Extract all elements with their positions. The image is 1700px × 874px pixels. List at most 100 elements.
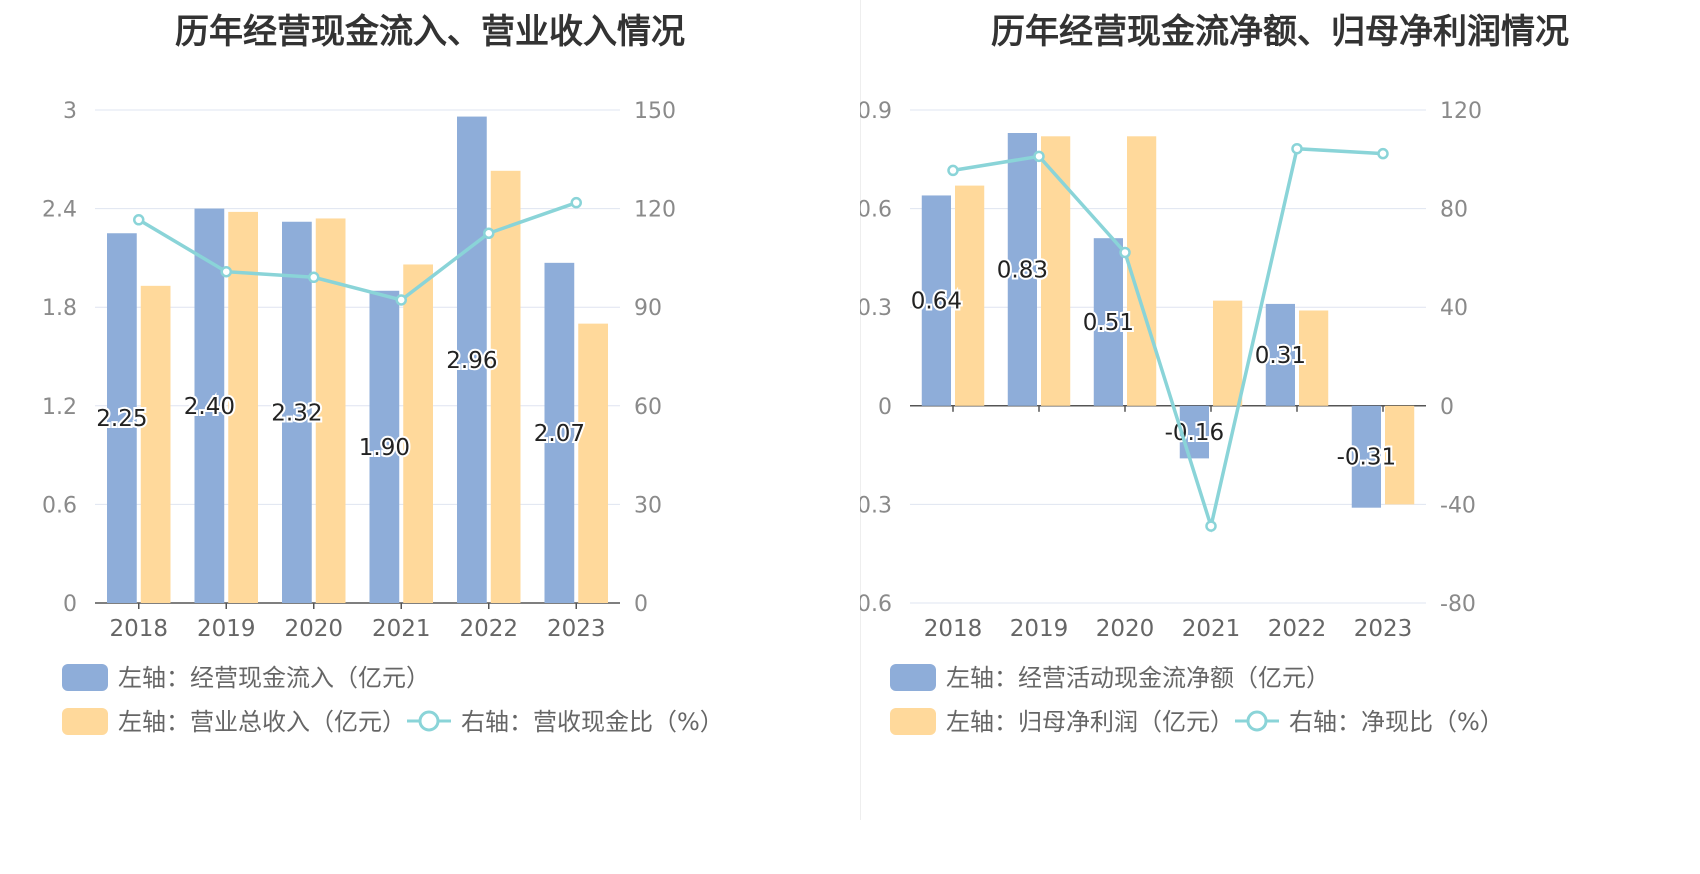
legend-label: 左轴：归母净利润（亿元）	[946, 708, 1234, 736]
legend-swatch-bar2	[62, 708, 108, 735]
bar-net-cash-flow	[1265, 303, 1295, 406]
legend-swatch-bar1	[62, 664, 108, 691]
right-axis-tick-label: 90	[634, 296, 662, 321]
bar-net-profit	[1213, 300, 1243, 406]
legend-label: 左轴：经营活动现金流净额（亿元）	[946, 664, 1330, 692]
bar-data-label: 0.83	[997, 257, 1048, 283]
bar-net-cash-flow	[1007, 133, 1037, 406]
chart-panel-net-cash: 历年经营现金流净额、归母净利润情况 -0.6 -80 -0.3 -40 0 0 0.3 40 0…	[860, 0, 1700, 874]
left-axis-tick-label: 0.3	[860, 296, 892, 321]
bar-data-label: 2.32	[271, 400, 322, 426]
ratio-line	[137, 201, 577, 302]
bar-revenue	[140, 285, 171, 603]
chart-svg-cash-inflow: 0 0 0.6 30 1.2 60 1.8 90 2.4 120 3 150 2018 2.25 2019 2…	[42, 99, 724, 736]
right-axis-tick-label: 120	[634, 198, 676, 223]
ratio-point	[1033, 150, 1045, 163]
x-axis-tick-label: 2022	[459, 616, 518, 642]
left-axis-tick-label: 0	[878, 395, 892, 420]
left-axis-tick-label: -0.3	[860, 493, 892, 518]
legend-label: 左轴：经营现金流入（亿元）	[118, 664, 430, 692]
chart-svg-net-cash: -0.6 -80 -0.3 -40 0 0 0.3 40 0.6 80 0.9 120 2018 0.64…	[860, 99, 1504, 736]
x-axis-tick-label: 2023	[1354, 616, 1413, 642]
bar-net-cash-flow	[921, 195, 951, 406]
legend-swatch-line-marker	[1246, 710, 1268, 732]
right-axis-tick-label: 30	[634, 493, 662, 518]
right-axis-tick-label: -80	[1440, 592, 1476, 617]
bar-net-cash-flow	[1179, 405, 1209, 459]
chart-title: 历年经营现金流净额、归母净利润情况	[991, 12, 1569, 52]
left-axis-tick-label: 0.9	[860, 99, 892, 124]
left-axis-tick-label: 0.6	[860, 198, 892, 223]
bar-revenue	[228, 211, 258, 604]
bar-cash-inflow	[544, 262, 575, 603]
legend-label: 左轴：营业总收入（亿元）	[118, 708, 406, 736]
legend-swatch-bar1	[890, 664, 936, 691]
bar-net-cash-flow	[1093, 238, 1123, 406]
ratio-point	[1377, 147, 1389, 160]
panel-divider	[860, 0, 861, 820]
left-axis-tick-label: 0.6	[42, 493, 77, 518]
right-axis-tick-label: 60	[634, 395, 662, 420]
ratio-point	[1119, 246, 1131, 259]
left-axis-tick-label: 2.4	[42, 198, 77, 223]
ratio-point	[483, 227, 495, 239]
legend-swatch-line-marker	[418, 710, 440, 732]
bar-net-profit	[1299, 310, 1329, 406]
bar-data-label: 2.07	[534, 421, 585, 447]
right-axis-tick-label: -40	[1440, 493, 1476, 518]
bar-revenue	[490, 170, 521, 603]
bar-cash-inflow	[194, 208, 225, 603]
bar-cash-inflow	[107, 233, 137, 603]
bar-data-label: 2.25	[96, 406, 147, 432]
right-axis-tick-label: 150	[634, 99, 676, 124]
x-axis-tick-label: 2023	[547, 616, 606, 642]
x-axis-tick-label: 2022	[1268, 616, 1327, 642]
ratio-point	[570, 196, 582, 209]
left-axis-tick-label: 3	[63, 99, 77, 124]
x-axis-tick-label: 2019	[1010, 616, 1069, 642]
ratio-point	[220, 265, 232, 278]
bar-data-label: -0.16	[1165, 420, 1225, 446]
bar-revenue	[578, 323, 608, 603]
bar-data-label: 2.40	[184, 394, 235, 420]
x-axis-tick-label: 2018	[109, 616, 168, 642]
ratio-line	[952, 146, 1384, 533]
bar-data-label: 2.96	[446, 348, 497, 374]
chart-title: 历年经营现金流入、营业收入情况	[175, 12, 685, 52]
bar-net-profit	[1041, 136, 1071, 406]
x-axis-tick-label: 2019	[197, 616, 256, 642]
left-axis-tick-label: 1.8	[42, 296, 77, 321]
x-axis-tick-label: 2020	[1096, 616, 1155, 642]
x-axis-tick-label: 2018	[924, 616, 983, 642]
ratio-point	[308, 271, 320, 284]
right-axis-tick-label: 80	[1440, 198, 1468, 223]
ratio-point	[1291, 142, 1303, 155]
bar-cash-inflow	[282, 221, 312, 603]
bar-net-profit	[955, 185, 985, 406]
ratio-point	[395, 294, 407, 306]
bar-data-label: 1.90	[359, 435, 410, 461]
ratio-point	[947, 164, 959, 177]
left-axis-tick-label: -0.6	[860, 592, 892, 617]
right-axis-tick-label: 120	[1440, 99, 1482, 124]
chart-panel-cash-inflow: 历年经营现金流入、营业收入情况 0 0 0.6 30 1.2 60 1.8 90 2.4 120 3…	[42, 12, 724, 736]
right-axis-tick-label: 40	[1440, 296, 1468, 321]
x-axis-tick-label: 2020	[284, 616, 343, 642]
x-axis-tick-label: 2021	[1182, 616, 1241, 642]
right-axis-tick-label: 0	[634, 592, 648, 617]
bar-net-cash-flow	[1351, 405, 1381, 508]
bar-data-label: 0.51	[1083, 310, 1134, 336]
legend-swatch-bar2	[890, 708, 936, 735]
legend-label: 右轴：营收现金比（%）	[461, 708, 724, 736]
left-axis-tick-label: 1.2	[42, 395, 77, 420]
bar-data-label: 0.31	[1255, 343, 1306, 369]
bar-data-label: 0.64	[911, 289, 962, 315]
bar-data-label: -0.31	[1337, 445, 1397, 471]
bar-net-profit	[1385, 405, 1415, 505]
ratio-point	[133, 214, 145, 226]
ratio-point	[1205, 520, 1217, 532]
x-axis-tick-label: 2021	[372, 616, 431, 642]
bar-cash-inflow	[369, 290, 400, 603]
left-axis-tick-label: 0	[63, 592, 77, 617]
bar-cash-inflow	[457, 116, 487, 603]
